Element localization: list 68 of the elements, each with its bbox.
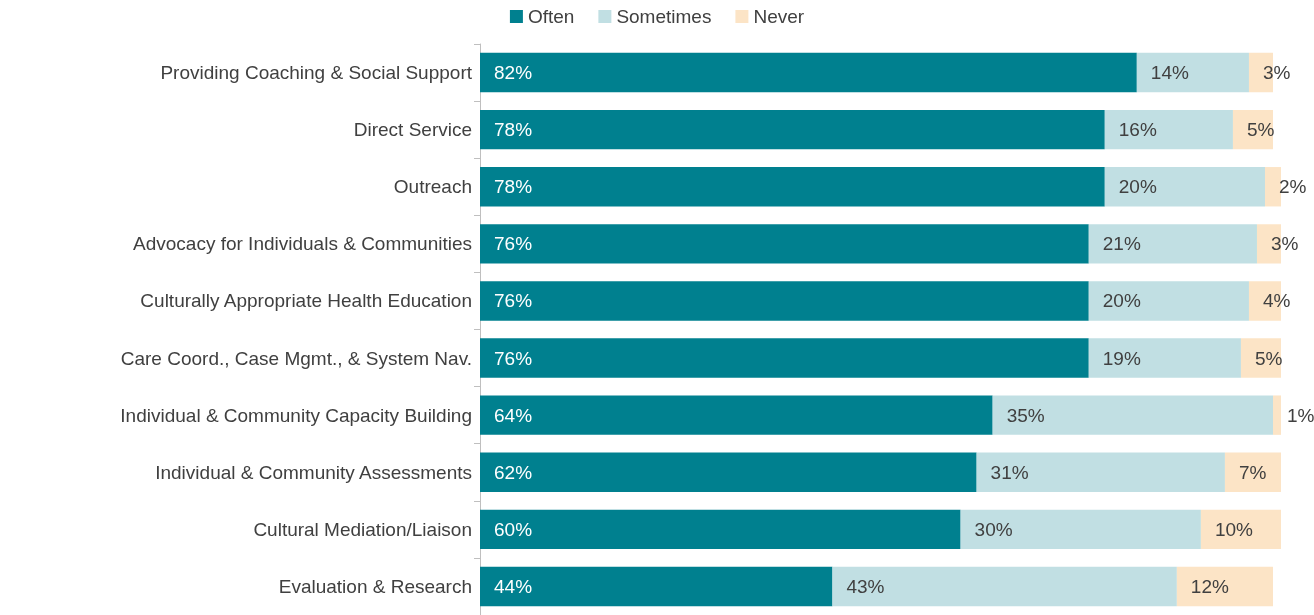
y-tick-label: Providing Coaching & Social Support — [160, 62, 473, 84]
data-label: 2% — [1278, 176, 1307, 198]
bar — [480, 566, 833, 607]
data-label: 21% — [1102, 233, 1141, 255]
y-tick-label: Evaluation & Research — [278, 575, 472, 597]
bar — [1272, 395, 1281, 435]
y-tick-label: Cultural Mediation/Liaison — [253, 518, 472, 540]
data-label: 1% — [1286, 404, 1314, 426]
bar — [480, 452, 977, 492]
data-label: 20% — [1102, 290, 1141, 312]
data-label: 60% — [494, 518, 533, 540]
y-tick-label: Direct Service — [353, 119, 472, 141]
bar — [480, 109, 1105, 150]
legend-label: Sometimes — [616, 6, 712, 27]
bar — [1088, 338, 1241, 378]
y-tick-label: Individual & Community Assessments — [155, 461, 472, 483]
data-label: 16% — [1118, 119, 1157, 141]
bar — [480, 52, 1137, 93]
bar — [832, 566, 1177, 607]
y-tick-label: Individual & Community Capacity Building — [120, 404, 472, 426]
bar — [480, 224, 1089, 264]
bar — [1224, 452, 1281, 492]
data-label: 82% — [494, 62, 533, 84]
bar — [992, 395, 1273, 435]
data-label: 78% — [494, 176, 533, 198]
data-label: 12% — [1190, 575, 1229, 597]
data-label: 20% — [1118, 176, 1157, 198]
data-label: 62% — [494, 461, 533, 483]
data-label: 7% — [1238, 461, 1267, 483]
data-label: 3% — [1262, 62, 1291, 84]
data-label: 14% — [1150, 62, 1189, 84]
bar — [1176, 566, 1273, 607]
bar — [480, 281, 1089, 321]
data-label: 3% — [1270, 233, 1299, 255]
data-label: 5% — [1254, 347, 1283, 369]
data-label: 64% — [494, 404, 533, 426]
bar — [1104, 109, 1233, 150]
bar — [1088, 224, 1257, 264]
bar — [960, 509, 1201, 550]
data-label: 76% — [494, 347, 533, 369]
bar — [1136, 52, 1249, 93]
legend-label: Often — [527, 6, 575, 27]
data-label: 76% — [494, 290, 533, 312]
bar — [480, 338, 1089, 378]
data-label: 10% — [1214, 518, 1254, 540]
data-label: 31% — [990, 461, 1029, 483]
y-tick-label: Outreach — [393, 176, 472, 198]
data-label: 76% — [494, 233, 533, 255]
y-tick-label: Advocacy for Individuals & Communities — [133, 233, 472, 255]
data-label: 43% — [846, 575, 885, 597]
data-label: 35% — [1006, 404, 1045, 426]
bar — [480, 509, 961, 550]
bar — [1088, 281, 1249, 321]
data-label: 19% — [1102, 347, 1141, 369]
data-label: 44% — [494, 575, 533, 597]
bar — [480, 395, 993, 435]
bar — [480, 167, 1105, 207]
bar — [1264, 167, 1281, 207]
data-label: 4% — [1262, 290, 1291, 312]
data-label: 78% — [494, 119, 533, 141]
legend-label: Never — [753, 6, 805, 27]
y-tick-label: Care Coord., Case Mgmt., & System Nav. — [120, 347, 472, 369]
data-label: 30% — [974, 518, 1013, 540]
bar — [976, 452, 1225, 492]
data-label: 5% — [1246, 119, 1275, 141]
y-tick-label: Culturally Appropriate Health Education — [140, 290, 472, 312]
bar — [1200, 509, 1281, 550]
bar — [1104, 167, 1265, 207]
